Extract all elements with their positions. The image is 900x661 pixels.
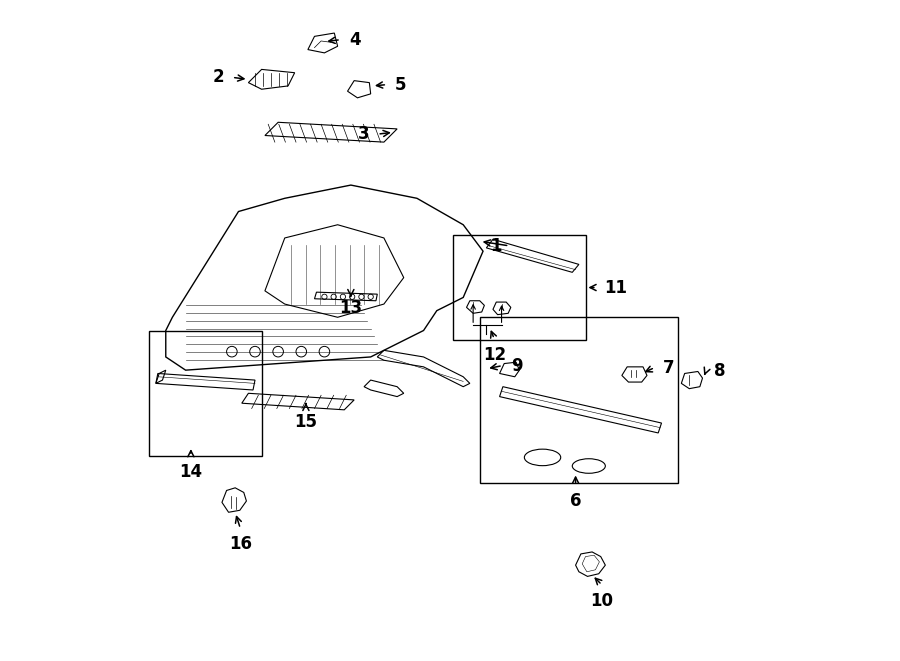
- Bar: [149, 330, 262, 456]
- Text: 14: 14: [179, 463, 203, 481]
- Text: 3: 3: [357, 125, 369, 143]
- Text: 5: 5: [395, 75, 407, 94]
- Text: 8: 8: [714, 362, 725, 381]
- Text: 13: 13: [339, 299, 363, 317]
- Bar: [480, 317, 678, 483]
- Text: 6: 6: [570, 492, 581, 510]
- Text: 4: 4: [349, 30, 361, 49]
- Text: 15: 15: [294, 413, 318, 431]
- Text: 1: 1: [491, 237, 501, 255]
- Text: 7: 7: [662, 358, 674, 377]
- Text: 11: 11: [605, 278, 627, 297]
- Text: 12: 12: [482, 346, 506, 364]
- Bar: [454, 235, 586, 340]
- Text: 16: 16: [229, 535, 252, 553]
- Text: 10: 10: [590, 592, 614, 609]
- Text: 9: 9: [511, 356, 522, 375]
- Text: 2: 2: [212, 68, 224, 87]
